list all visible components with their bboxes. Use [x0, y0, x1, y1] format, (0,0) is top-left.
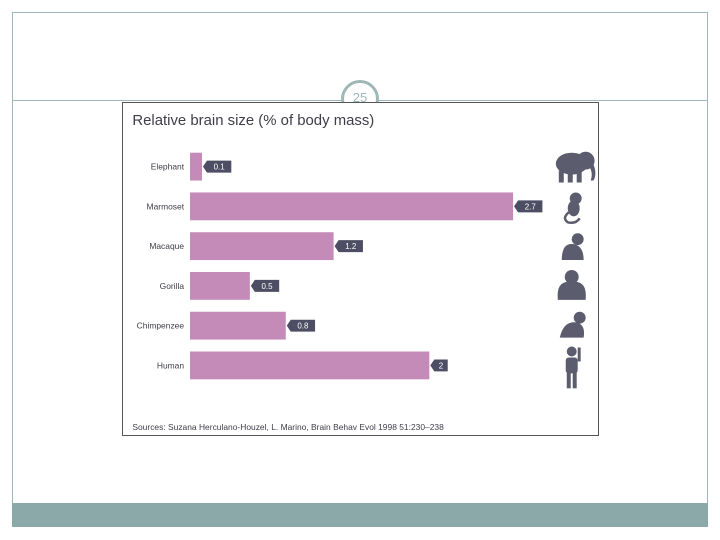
bar-group: Elephant 0.1 — [151, 151, 596, 183]
category-label: Chimpenzee — [137, 321, 185, 331]
chimpanzee-icon — [559, 311, 586, 338]
marmoset-shape — [567, 200, 580, 217]
bar-chart: Relative brain size (% of body mass) Ele… — [132, 113, 596, 432]
human-shape — [565, 357, 578, 374]
bar — [190, 192, 514, 221]
bar — [190, 152, 202, 181]
value-label-box — [250, 279, 280, 292]
value-label: 1.2 — [345, 242, 357, 251]
value-label: 2 — [439, 361, 444, 370]
footer-bar — [12, 503, 708, 527]
bar — [190, 271, 250, 300]
chart-panel: Relative brain size (% of body mass) Ele… — [122, 102, 599, 436]
bar-group: Macaque 1.2 — [149, 232, 584, 261]
value-label-box — [202, 160, 232, 173]
chimpanzee-shape — [559, 322, 585, 338]
value-label-box — [286, 319, 316, 332]
elephant-shape — [567, 170, 573, 183]
gorilla-shape — [557, 281, 586, 300]
value-label: 0.8 — [297, 322, 309, 331]
category-label: Macaque — [149, 241, 184, 251]
bar-group: Chimpenzee 0.8 — [137, 311, 586, 340]
value-label-box — [430, 359, 448, 372]
value-label-box — [514, 200, 543, 213]
marmoset-shape — [563, 211, 581, 225]
human-icon — [565, 346, 581, 389]
elephant-shape — [558, 170, 564, 183]
human-shape — [566, 346, 577, 357]
elephant-icon — [555, 151, 596, 183]
macaque-icon — [561, 233, 584, 261]
bar — [190, 232, 334, 261]
elephant-shape — [576, 170, 582, 183]
macaque-shape — [561, 243, 584, 261]
bars-layer: Elephant 0.1 Marmoset 2.7 Macaque 1.2 Gorilla 0… — [137, 151, 596, 389]
chart-title: Relative brain size (% of body mass) — [132, 113, 374, 129]
category-label: Human — [157, 360, 185, 370]
category-label: Gorilla — [160, 281, 185, 291]
chimpanzee-shape — [573, 311, 586, 324]
value-label-box — [334, 240, 363, 253]
bar — [190, 311, 286, 340]
value-label: 0.5 — [261, 282, 273, 291]
chart-source: Sources: Suzana Herculano-Houzel, L. Mar… — [132, 422, 444, 432]
human-shape — [566, 372, 571, 389]
human-shape — [572, 372, 577, 389]
marmoset-icon — [563, 192, 582, 225]
category-label: Marmoset — [147, 201, 185, 211]
bar-group: Human 2 — [157, 346, 581, 389]
bar — [190, 351, 430, 380]
value-label: 2.7 — [525, 202, 537, 211]
gorilla-icon — [557, 269, 586, 300]
human-shape — [577, 347, 581, 362]
gorilla-shape — [564, 269, 579, 284]
bar-group: Gorilla 0.5 — [160, 269, 586, 300]
bar-group: Marmoset 2.7 — [147, 192, 582, 225]
elephant-shape — [588, 162, 596, 181]
value-label: 0.1 — [214, 163, 226, 172]
category-label: Elephant — [151, 162, 185, 172]
macaque-shape — [571, 233, 584, 246]
